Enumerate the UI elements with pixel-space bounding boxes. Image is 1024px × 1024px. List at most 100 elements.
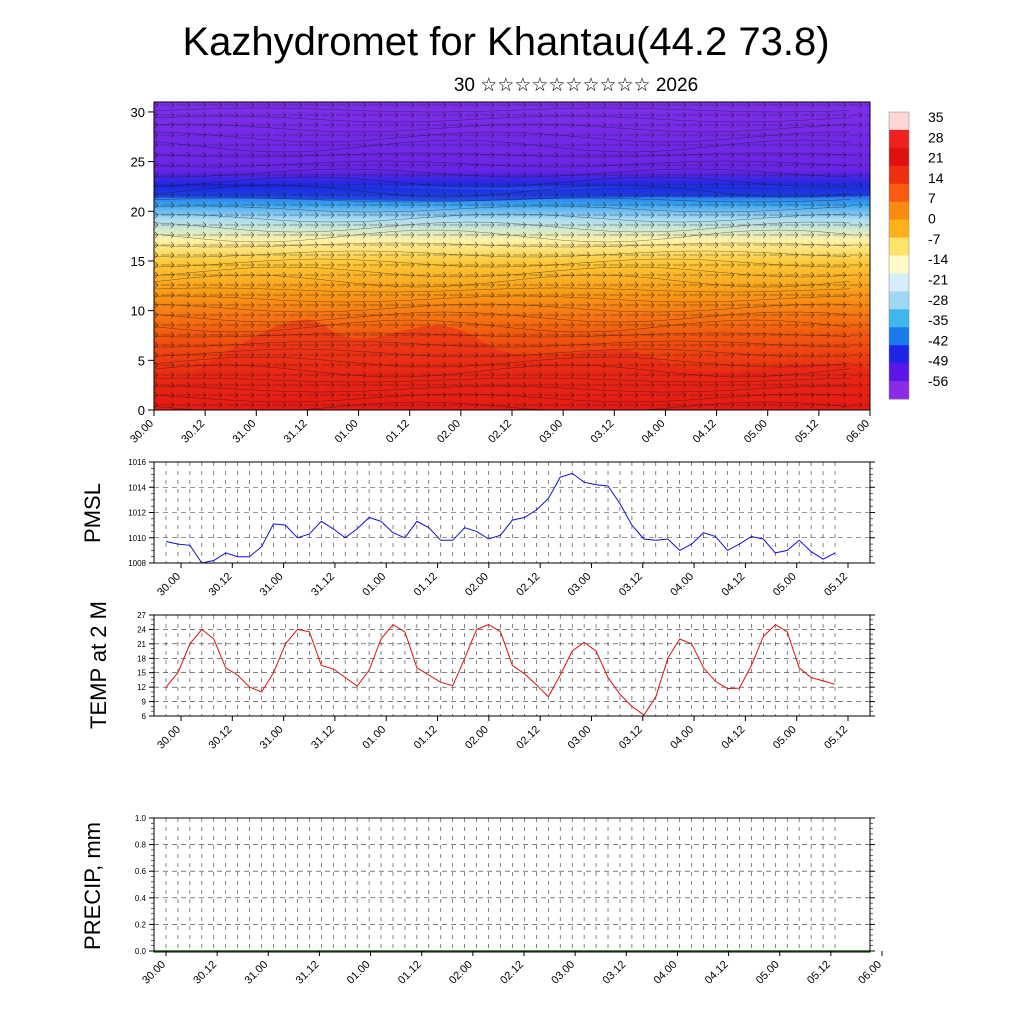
x-tick-label: 05.00 — [771, 571, 799, 599]
pmsl-y-axis: 1008 1010 1012 1014 1016 — [128, 458, 875, 568]
x-tick-label: 01.12 — [412, 724, 440, 752]
contour-line — [154, 340, 851, 348]
colorbar-swatch — [889, 363, 909, 382]
x-tick-label: 01.00 — [333, 418, 361, 446]
page-title: Kazhydromet for Khantau(44.2 73.8) — [182, 20, 829, 64]
x-tick-label: 31.12 — [309, 724, 337, 752]
y-tick-label: 9 — [142, 698, 147, 707]
contour-line — [154, 197, 851, 203]
y-tick-label: 15 — [137, 669, 146, 678]
y-tick-label: 1010 — [128, 534, 146, 543]
colorbar-label: -14 — [928, 251, 948, 267]
contour-line — [154, 131, 850, 143]
y-tick-label: 0.0 — [135, 947, 147, 956]
x-tick-label: 06.00 — [844, 418, 872, 446]
contour-line — [154, 250, 851, 258]
contour-line — [154, 377, 851, 383]
y-tick-label: 24 — [137, 625, 146, 634]
contour-line — [154, 295, 851, 303]
x-tick-label: 02.00 — [463, 724, 491, 752]
precip-frame — [153, 817, 871, 953]
x-tick-label: 02.12 — [514, 571, 542, 599]
precip-x-axis: 30.00 30.12 31.00 31.12 01.00 01.12 02.00 02.12… — [140, 951, 884, 987]
contour-line — [154, 160, 851, 168]
contour-line — [154, 242, 851, 248]
colorbar-label: 0 — [928, 211, 936, 227]
colorbar-label: 35 — [928, 109, 944, 125]
temp-y-axis: 6 9 12 15 18 21 24 27 — [137, 611, 875, 721]
colorbar-swatch — [889, 183, 909, 203]
x-tick-label: 01.12 — [384, 418, 412, 446]
x-tick-label: 01.12 — [412, 571, 440, 599]
temp-x-axis: 30.00 30.12 31.00 31.12 01.00 01.12 02.00 02.12… — [155, 716, 850, 752]
colorbar-swatch — [889, 255, 909, 274]
contour-line — [154, 229, 851, 243]
x-tick-label: 05.00 — [754, 959, 782, 987]
y-tick-label: 1008 — [128, 559, 146, 568]
colorbar-label: -49 — [928, 353, 948, 369]
x-tick-label: 31.00 — [242, 959, 270, 987]
x-tick-label: 06.00 — [856, 959, 884, 987]
cross-section-y-axis: 0 5 10 15 20 25 30 — [131, 105, 154, 418]
colorbar-frame — [888, 111, 910, 400]
y-tick-label: 1016 — [128, 458, 146, 467]
x-tick-label: 30.00 — [155, 571, 183, 599]
precip-panel: 0.0 0.2 0.4 0.6 0.8 1.0 30.00 30.12 31.00 31.12 0… — [80, 814, 884, 987]
colorbar-swatch — [889, 273, 909, 292]
temp-series-line — [165, 623, 836, 716]
x-tick-label: 30.12 — [179, 418, 207, 446]
colorbar-label: -21 — [928, 271, 948, 287]
x-tick-label: 31.12 — [309, 571, 337, 599]
cross-section-panel: 0 5 10 15 20 25 30 30.00 30.12 31.00 31.12 01.00 01… — [128, 101, 872, 446]
pmsl-frame — [153, 461, 871, 564]
y-tick-label: 1.0 — [135, 814, 147, 823]
contour-line — [154, 176, 851, 188]
temp-frame — [153, 614, 871, 717]
colorbar-label: -42 — [928, 332, 948, 348]
x-tick-label: 05.00 — [771, 724, 799, 752]
y-tick-label: 1014 — [128, 483, 146, 492]
colorbar-swatch — [889, 345, 909, 364]
y-tick-label: 27 — [137, 611, 146, 620]
x-tick-label: 01.00 — [345, 959, 373, 987]
x-tick-label: 05.00 — [742, 418, 770, 446]
colorbar-swatch — [889, 381, 909, 400]
x-tick-label: 03.12 — [588, 418, 616, 446]
colorbar-label: -56 — [928, 373, 948, 389]
colorbar: 35 28 21 14 7 0 -7 -14 -21 -28 -35 -42 -49 -56 — [888, 109, 948, 400]
precip-y-axis: 0.0 0.2 0.4 0.6 0.8 1.0 — [135, 814, 875, 956]
pmsl-x-axis: 30.00 30.12 31.00 31.12 01.00 01.12 02.00 02.12… — [155, 563, 850, 599]
contour-line — [154, 332, 851, 338]
y-tick-label: 10 — [131, 304, 145, 319]
pmsl-ylabel: PMSL — [80, 483, 105, 543]
colorbar-label: 28 — [928, 129, 944, 145]
contour-line — [154, 348, 851, 358]
contour-line — [154, 287, 851, 293]
x-tick-label: 03.12 — [617, 571, 645, 599]
x-tick-label: 03.00 — [566, 571, 594, 599]
x-tick-label: 03.12 — [617, 724, 645, 752]
page-subtitle: 30 ☆☆☆☆☆☆☆☆☆☆ 2026 — [454, 75, 698, 96]
x-tick-label: 04.12 — [703, 959, 731, 987]
colorbar-label: 7 — [928, 190, 936, 206]
y-tick-label: 30 — [131, 105, 145, 120]
y-tick-label: 20 — [131, 204, 145, 219]
contour-line — [154, 168, 851, 178]
contour-line — [154, 107, 851, 113]
x-tick-label: 31.00 — [258, 571, 286, 599]
y-tick-label: 25 — [131, 155, 145, 170]
x-tick-label: 03.00 — [549, 959, 577, 987]
contour-line — [154, 123, 851, 133]
y-tick-label: 0.6 — [135, 867, 147, 876]
y-tick-label: 6 — [142, 712, 147, 721]
pmsl-grid — [154, 462, 870, 563]
pmsl-panel: 1008 1010 1012 1014 1016 30.00 30.12 31.00 31.1… — [80, 458, 875, 599]
x-tick-label: 30.00 — [140, 959, 168, 987]
x-tick-label: 30.12 — [191, 959, 219, 987]
contour-line — [154, 385, 851, 393]
x-tick-label: 04.12 — [720, 571, 748, 599]
contour-line — [154, 274, 851, 288]
x-tick-label: 03.00 — [566, 724, 594, 752]
x-tick-label: 03.00 — [537, 418, 565, 446]
x-tick-label: 05.12 — [822, 571, 850, 599]
